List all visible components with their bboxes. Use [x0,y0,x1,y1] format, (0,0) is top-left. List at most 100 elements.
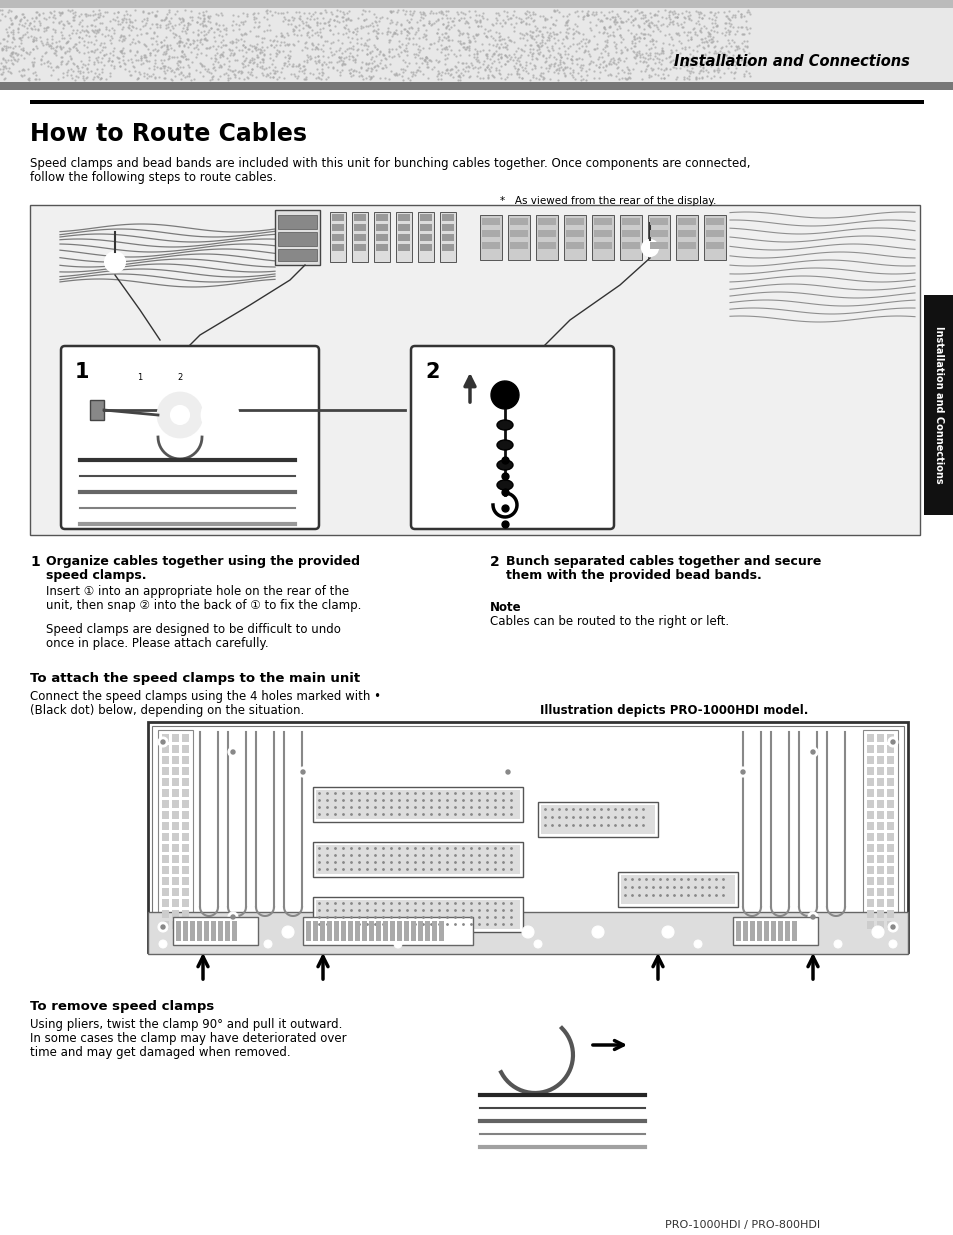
Point [609,58,624,78]
Point [634,43,649,63]
Point [129,49,144,69]
Point [25,31,40,51]
Point [114,31,130,51]
Point [583,52,598,72]
Point [311,25,326,44]
Point [0,57,11,77]
Point [480,21,496,41]
Point [118,1,133,21]
Point [80,62,95,82]
Point [312,52,327,72]
Point [607,14,622,33]
Point [509,48,524,68]
Point [275,11,291,31]
Point [587,2,602,22]
Point [360,58,375,78]
Point [336,48,352,68]
Point [25,40,40,59]
Point [582,20,598,40]
Point [532,64,547,84]
Point [339,4,355,23]
Point [316,14,332,33]
Bar [315,900,519,929]
Point [700,48,715,68]
Point [321,52,336,72]
Point [254,65,270,85]
Point [335,53,351,73]
Point [444,31,459,51]
Point [541,41,557,61]
Bar [315,845,519,874]
Point [575,30,590,49]
Point [15,5,30,25]
Circle shape [159,940,167,948]
Point [503,31,518,51]
Point [620,20,636,40]
Point [127,0,142,20]
Point [586,5,601,25]
Point [285,21,300,41]
Point [708,61,723,80]
Point [725,68,740,88]
Point [139,7,154,27]
Point [625,59,640,79]
Point [720,20,735,40]
Point [329,61,344,80]
Bar [397,214,410,221]
Bar [162,855,169,863]
Point [297,33,313,53]
Point [92,36,108,56]
Point [213,44,228,64]
Point [312,14,327,33]
Point [485,65,500,85]
Point [66,36,81,56]
Point [91,67,106,86]
Point [274,32,289,52]
Point [117,53,132,73]
Bar [876,855,883,863]
Point [740,63,756,83]
Text: Bunch separated cables together and secure: Bunch separated cables together and secu… [505,555,821,568]
Point [615,30,630,49]
Point [411,36,426,56]
Point [355,10,371,30]
Bar [182,888,189,897]
Point [182,35,197,54]
Point [466,28,481,48]
Point [274,26,289,46]
Point [375,7,390,27]
Point [59,11,74,31]
Point [156,10,172,30]
Point [557,41,572,61]
Point [720,42,736,62]
Point [260,65,275,85]
Point [381,30,396,49]
Point [579,1,595,21]
Point [439,40,455,59]
Point [593,43,608,63]
Point [290,68,305,88]
Point [467,31,482,51]
Point [95,37,111,57]
Point [679,30,695,49]
Point [320,12,335,32]
Point [10,52,25,72]
Point [415,48,430,68]
Bar [340,921,346,941]
Point [497,11,512,31]
Point [76,69,91,89]
Point [157,68,172,88]
Point [491,31,506,51]
Point [716,43,731,63]
Point [531,44,546,64]
Point [639,46,655,65]
Point [426,57,441,77]
Point [63,49,78,69]
Point [298,67,314,86]
Point [506,56,521,75]
Point [47,5,62,25]
Point [72,63,88,83]
Point [660,14,676,33]
Point [160,57,175,77]
Point [646,5,661,25]
